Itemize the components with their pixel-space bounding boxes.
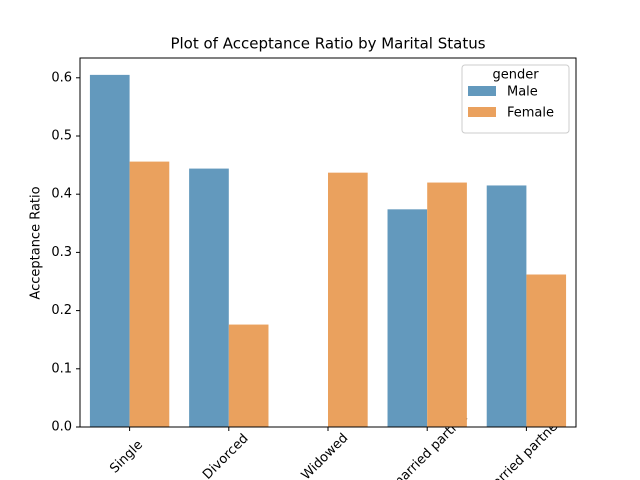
legend-title: gender bbox=[492, 68, 539, 83]
y-tick-label: 0.3 bbox=[51, 245, 72, 260]
chart-title: Plot of Acceptance Ratio by Marital Stat… bbox=[170, 35, 485, 53]
legend-label: Female bbox=[507, 106, 554, 121]
x-tick-label: Widowed bbox=[299, 431, 352, 480]
bar bbox=[129, 161, 170, 427]
bar bbox=[387, 209, 428, 427]
legend-swatch bbox=[468, 107, 496, 117]
y-tick-label: 0.6 bbox=[51, 70, 72, 85]
y-tick-label: 0.1 bbox=[51, 361, 72, 376]
legend-label: Male bbox=[507, 85, 538, 100]
bar bbox=[328, 172, 368, 427]
bar bbox=[427, 182, 467, 427]
y-tick-label: 0.2 bbox=[51, 303, 72, 318]
legend-swatch bbox=[468, 86, 496, 96]
bar bbox=[486, 185, 527, 427]
legend: gender Male Female bbox=[461, 64, 570, 134]
bar bbox=[228, 324, 269, 427]
plot-frame bbox=[79, 57, 577, 428]
bar bbox=[526, 274, 567, 427]
bar bbox=[189, 168, 229, 427]
y-tick-label: 0.5 bbox=[51, 128, 72, 143]
x-tick-label: Single bbox=[107, 438, 146, 477]
x-tick-label: Divorced bbox=[200, 431, 251, 480]
y-tick-label: 0.0 bbox=[51, 420, 72, 435]
y-tick-label: 0.4 bbox=[51, 187, 72, 202]
bar bbox=[89, 74, 130, 428]
y-axis-label: Acceptance Ratio bbox=[29, 186, 44, 299]
